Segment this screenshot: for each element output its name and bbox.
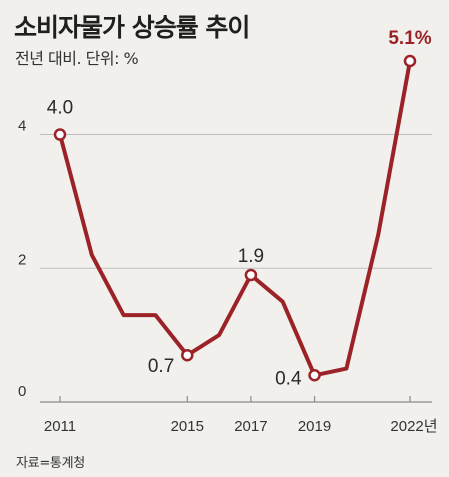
gridlines [40,134,432,403]
series [58,59,412,378]
data-label: 4.0 [47,98,73,119]
data-label: 1.9 [238,246,264,267]
data-label: 0.4 [275,368,302,389]
markers [53,54,417,382]
data-label: 5.1% [388,28,431,49]
data-labels: 4.0 0.7 1.9 0.4 5.1% [47,28,432,389]
data-point-marker [403,54,417,68]
series-line [58,59,412,378]
x-tick-marks [59,396,411,402]
data-label: 0.7 [148,356,174,377]
x-tick-label: 2015 [171,418,204,435]
x-tick-label: 2022년 [390,418,437,435]
y-tick-label: 2 [18,251,26,268]
y-tick-label: 4 [18,118,26,135]
x-tick-label: 2019 [298,418,331,435]
data-point-marker [308,369,321,382]
x-tick-label: 2017 [234,418,267,435]
y-tick-labels: 0 2 4 [18,118,26,400]
data-point-marker [244,268,258,282]
x-tick-labels: 2011 2015 2017 2019 2022년 [44,418,438,435]
data-point-marker [181,348,194,362]
source-note: 자료=통계청 [16,456,85,471]
chart-subtitle: 전년 대비. 단위: % [15,49,139,68]
data-point-marker [53,128,67,141]
x-tick-label: 2011 [44,418,76,435]
chart-title: 소비자물가 상승률 추이 [14,13,250,42]
y-tick-label: 0 [18,383,26,400]
